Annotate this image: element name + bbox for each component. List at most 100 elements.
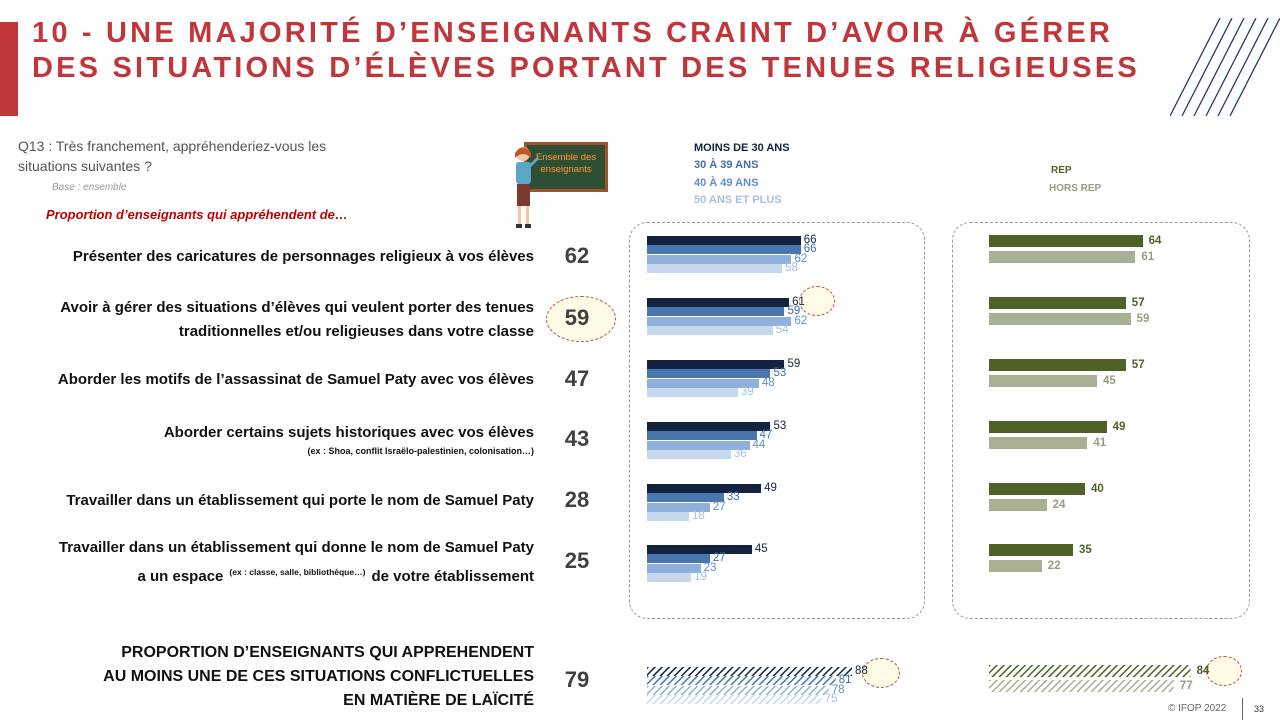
age-summary-bar (647, 676, 836, 686)
age-bar (647, 369, 771, 379)
age-summary-value: 88 (855, 665, 868, 677)
age-bar (647, 236, 801, 245)
age-bar-value: 45 (754, 543, 768, 555)
teacher-illustration: Ensemble des enseignants (510, 140, 615, 230)
age-bar (647, 493, 724, 503)
rep-bar (989, 359, 1126, 371)
age-summary-value: 78 (831, 683, 845, 696)
rep-bar (989, 560, 1042, 572)
age-bar-value: 66 (803, 243, 817, 256)
total-value-5: 28 (564, 487, 590, 512)
rep-bar-value: 40 (1091, 483, 1104, 495)
question-text: Q13 : Très franchement, appréhenderiez-v… (18, 138, 327, 174)
footer-divider (1242, 698, 1243, 720)
age-bar-value: 18 (691, 509, 705, 522)
summary-line-3: EN MATIÈRE DE LAÏCITÉ (343, 692, 534, 709)
rep-bar-value: 24 (1052, 499, 1066, 511)
age-bar-value: 36 (733, 447, 747, 460)
summary-label: PROPORTION D’ENSEIGNANTS QUI APPREHENDEN… (14, 641, 534, 713)
rep-summary-value: 84 (1196, 665, 1210, 677)
rep-summary-bar (989, 680, 1174, 692)
highlight-oval-summary-age (862, 658, 900, 688)
rep-bar (989, 483, 1085, 495)
age-summary-bar (647, 667, 853, 676)
age-bar (647, 325, 773, 335)
age-bar-value: 19 (694, 570, 708, 583)
diagonal-lines-decoration (1170, 18, 1280, 117)
legend-rep: REP (1051, 165, 1072, 176)
age-summary-value: 81 (838, 674, 852, 687)
age-bar (647, 360, 785, 369)
legend-age-2: 30 À 39 ANS (694, 159, 759, 171)
age-bar-value: 66 (803, 234, 817, 246)
age-bar-value: 47 (759, 429, 773, 442)
item-label-6-line2: a un espace (ex : classe, salle, biblioth… (14, 560, 535, 589)
legend-age-1: MOINS DE 30 ANS (694, 142, 790, 154)
age-bar (647, 449, 731, 459)
highlight-oval-total (546, 296, 616, 342)
age-bar (647, 545, 752, 554)
rep-bar-value: 35 (1079, 544, 1092, 556)
base-note: Base : ensemble (52, 182, 127, 193)
item-label-3: Aborder les motifs de l’assassinat de Sa… (57, 371, 534, 388)
summary-line-2: AU MOINS UNE DE CES SITUATIONS CONFLICTU… (103, 668, 534, 685)
rep-bar-value: 57 (1131, 359, 1145, 371)
rep-bar-value: 57 (1131, 297, 1145, 309)
age-bar-value: 62 (794, 252, 808, 265)
age-bar-value: 39 (740, 385, 754, 398)
rep-bar (989, 421, 1107, 433)
age-bar (647, 563, 701, 573)
rep-bar-value: 59 (1136, 313, 1150, 325)
age-bar (647, 431, 757, 441)
age-bar (647, 484, 762, 493)
item-label-6-sub: (ex : classe, salle, bibliothèque…) (229, 567, 366, 577)
legend-hors-rep: HORS REP (1049, 183, 1102, 194)
rep-bar-value: 41 (1093, 437, 1107, 449)
rep-summary-value: 77 (1179, 680, 1193, 692)
footer-copyright: © IFOP 2022 (1168, 703, 1227, 714)
age-bar-value: 58 (785, 261, 798, 274)
item-label-4-sub: (ex : Shoa, conflit Israëlo-palestinien,… (307, 446, 534, 456)
rep-chart-frame (952, 222, 1250, 619)
age-bar-value: 49 (764, 482, 777, 494)
rep-summary-bar (989, 665, 1191, 677)
rep-bar-value: 22 (1047, 560, 1061, 572)
age-bar (647, 511, 689, 521)
age-bar (647, 502, 710, 512)
age-bar (647, 422, 771, 431)
age-bar (647, 387, 738, 397)
age-bar-value: 59 (787, 358, 801, 370)
age-bar (647, 263, 783, 273)
item-label-6: Travailler dans un établissement qui don… (14, 536, 534, 589)
age-bar (647, 316, 792, 326)
summary-line-1: PROPORTION D’ENSEIGNANTS QUI APPREHENDEN… (121, 644, 534, 661)
item-label-6-part1: a un espace (137, 568, 224, 585)
rep-bar (989, 235, 1143, 247)
rep-bar (989, 437, 1088, 449)
age-bar (647, 307, 785, 317)
rep-bar-value: 61 (1141, 251, 1155, 263)
title-accent-bar (0, 22, 18, 116)
age-bar (647, 572, 692, 582)
rep-bar (989, 544, 1073, 556)
age-bar-value: 33 (726, 491, 740, 504)
age-bar-value: 27 (712, 552, 726, 565)
teacher-figure-icon (515, 147, 540, 228)
age-bar-value: 62 (794, 314, 808, 327)
age-bar (647, 378, 759, 388)
item-label-4: Aborder certains sujets historiques avec… (14, 421, 534, 457)
age-chart-frame (629, 222, 925, 619)
age-bar-value: 61 (792, 296, 805, 308)
rep-bar (989, 375, 1097, 387)
age-summary-bar (647, 694, 822, 704)
total-value-2: 59 (564, 305, 590, 330)
total-value-1: 62 (564, 243, 590, 268)
age-bar (647, 440, 750, 450)
legend-age-3: 40 À 49 ANS (694, 177, 759, 189)
legend-age-4: 50 ANS ET PLUS (694, 194, 782, 206)
summary-total-value: 79 (564, 667, 590, 692)
rep-bar-value: 64 (1148, 235, 1162, 247)
total-value-3: 47 (564, 366, 590, 391)
age-bar-value: 53 (773, 367, 787, 380)
item-label-1: Présenter des caricatures de personnages… (72, 248, 534, 265)
